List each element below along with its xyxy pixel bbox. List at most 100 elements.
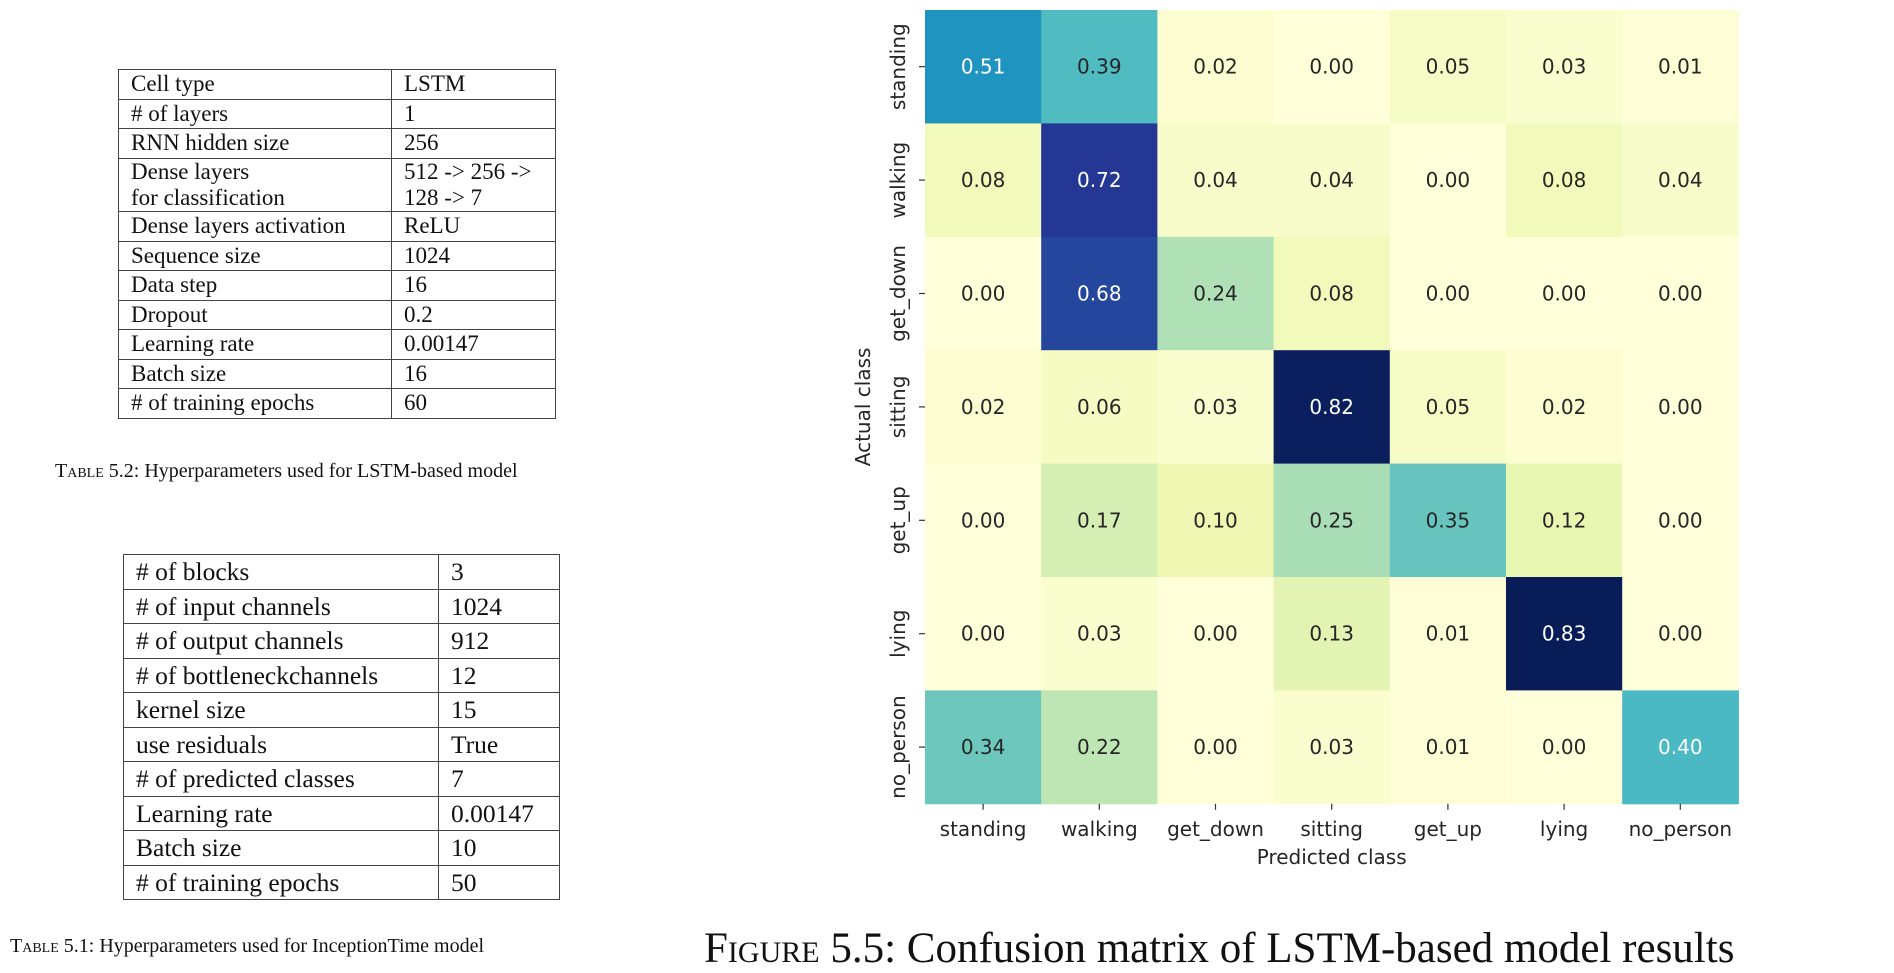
heatmap-cell <box>1157 350 1275 465</box>
cell-value-label: 0.24 <box>1193 282 1238 306</box>
cell-value-label: 0.25 <box>1309 508 1354 532</box>
cell-value-label: 0.68 <box>1077 282 1122 306</box>
parameter-value: 3 <box>438 554 560 590</box>
table-row: # of training epochs 60 <box>118 388 556 419</box>
parameter-value: LSTM <box>391 69 556 100</box>
parameter-name: Dense layers activation <box>118 211 392 242</box>
cell-value-label: 0.02 <box>961 395 1006 419</box>
table-row: Dense layers for classification 512 -> 25… <box>118 157 556 213</box>
parameter-name: # of layers <box>118 98 392 129</box>
cell-value-label: 0.00 <box>1193 735 1238 759</box>
x-tick-label: get_up <box>1414 817 1482 841</box>
heatmap-cell <box>1389 350 1507 465</box>
heatmap-cell <box>1041 350 1158 465</box>
heatmap-cell <box>925 463 1042 578</box>
heatmap-cell <box>1622 463 1739 578</box>
table-row: Learning rate 0.00147 <box>123 795 560 831</box>
cell-value-label: 0.05 <box>1426 55 1471 79</box>
parameter-name: Data step <box>118 270 392 301</box>
cell-value-label: 0.05 <box>1426 395 1471 419</box>
cell-value-label: 0.51 <box>961 55 1006 79</box>
cell-value-label: 0.00 <box>1658 282 1703 306</box>
cell-value-label: 0.08 <box>1542 168 1587 192</box>
y-tick-label: sitting <box>886 376 910 439</box>
cell-value-label: 0.03 <box>1077 622 1122 646</box>
parameter-value: True <box>438 726 560 762</box>
heatmap-cell <box>1622 236 1739 351</box>
cell-value-label: 0.00 <box>961 622 1006 646</box>
y-tick-label: lying <box>886 610 910 658</box>
heatmap-cell <box>925 690 1042 805</box>
heatmap-cell <box>1041 577 1158 691</box>
heatmap-cell <box>1389 577 1507 691</box>
heatmap-cell <box>925 10 1042 124</box>
heatmap-cell <box>1389 690 1507 805</box>
caption-text: Confusion matrix of LSTM-based model res… <box>896 925 1735 972</box>
heatmap-cell <box>1506 463 1623 578</box>
caption-label: Table 5.1: <box>10 935 95 957</box>
cell-value-label: 0.40 <box>1658 735 1703 759</box>
heatmap-cell <box>925 123 1042 238</box>
caption-label: Table 5.2: <box>55 460 140 482</box>
cell-value-label: 0.00 <box>1193 622 1238 646</box>
heatmap-cell <box>1389 10 1507 124</box>
parameter-value: 1 <box>391 98 556 129</box>
table-row: # of layers 1 <box>118 98 556 129</box>
y-tick-label: no_person <box>886 695 910 798</box>
heatmap-cell <box>1157 577 1275 691</box>
table-row: # of input channels 1024 <box>123 588 560 624</box>
cell-value-label: 0.00 <box>1658 622 1703 646</box>
heatmap-cell <box>1506 123 1623 238</box>
cell-value-label: 0.04 <box>1193 168 1238 192</box>
parameter-name: Cell type <box>118 69 392 100</box>
table-row: # of bottleneckchannels 12 <box>123 657 560 693</box>
heatmap-cell <box>1157 123 1275 238</box>
cell-value-label: 0.35 <box>1426 508 1471 532</box>
heatmap-cell <box>1622 123 1739 238</box>
heatmap-cell <box>1506 10 1623 124</box>
cell-value-label: 0.03 <box>1193 395 1238 419</box>
x-tick-label: get_down <box>1167 817 1264 841</box>
table-row: RNN hidden size 256 <box>118 128 556 159</box>
cell-value-label: 0.00 <box>961 508 1006 532</box>
caption-label: Figure 5.5: <box>704 925 897 972</box>
heatmap-cell <box>1506 577 1623 691</box>
parameter-name: # of bottleneckchannels <box>123 657 439 693</box>
cell-value-label: 0.00 <box>1426 168 1471 192</box>
cell-value-label: 0.01 <box>1426 735 1471 759</box>
heatmap-cell <box>925 350 1042 465</box>
heatmap-cell <box>1157 10 1275 124</box>
y-tick-label: get_up <box>886 486 910 554</box>
heatmap-cell <box>1389 463 1507 578</box>
x-tick-label: walking <box>1061 817 1138 841</box>
heatmap-cell <box>1157 463 1275 578</box>
parameter-value: 60 <box>391 388 556 419</box>
parameter-name: # of predicted classes <box>123 761 439 797</box>
cell-value-label: 0.12 <box>1542 508 1587 532</box>
parameter-value: 512 -> 256 -> 128 -> 7 <box>391 157 556 213</box>
y-tick-label: standing <box>886 23 910 110</box>
cell-value-label: 0.82 <box>1309 395 1354 419</box>
cell-value-label: 0.03 <box>1309 735 1354 759</box>
parameter-name: Learning rate <box>118 329 392 360</box>
table-row: # of output channels 912 <box>123 623 560 659</box>
parameter-value: 50 <box>438 864 560 900</box>
cell-value-label: 0.00 <box>1426 282 1471 306</box>
heatmap-cell <box>1622 690 1739 805</box>
parameter-value: 0.2 <box>391 299 556 331</box>
heatmap-cell <box>1506 350 1623 465</box>
heatmap-cell <box>1157 690 1275 805</box>
heatmap-cell <box>1273 350 1391 465</box>
parameter-value: 912 <box>438 623 560 659</box>
caption-text: Hyperparameters used for LSTM-based mode… <box>139 460 518 482</box>
heatmap-cell <box>1273 577 1391 691</box>
y-axis-label: Actual class <box>851 348 875 467</box>
heatmap-cell <box>1273 463 1391 578</box>
table-row: Dropout 0.2 <box>118 299 556 331</box>
parameter-name: # of training epochs <box>123 864 439 900</box>
cell-value-label: 0.22 <box>1077 735 1122 759</box>
heatmap-cell <box>1041 236 1158 351</box>
heatmap-cell <box>1389 236 1507 351</box>
parameter-name: # of input channels <box>123 588 439 624</box>
cell-value-label: 0.08 <box>1309 282 1354 306</box>
